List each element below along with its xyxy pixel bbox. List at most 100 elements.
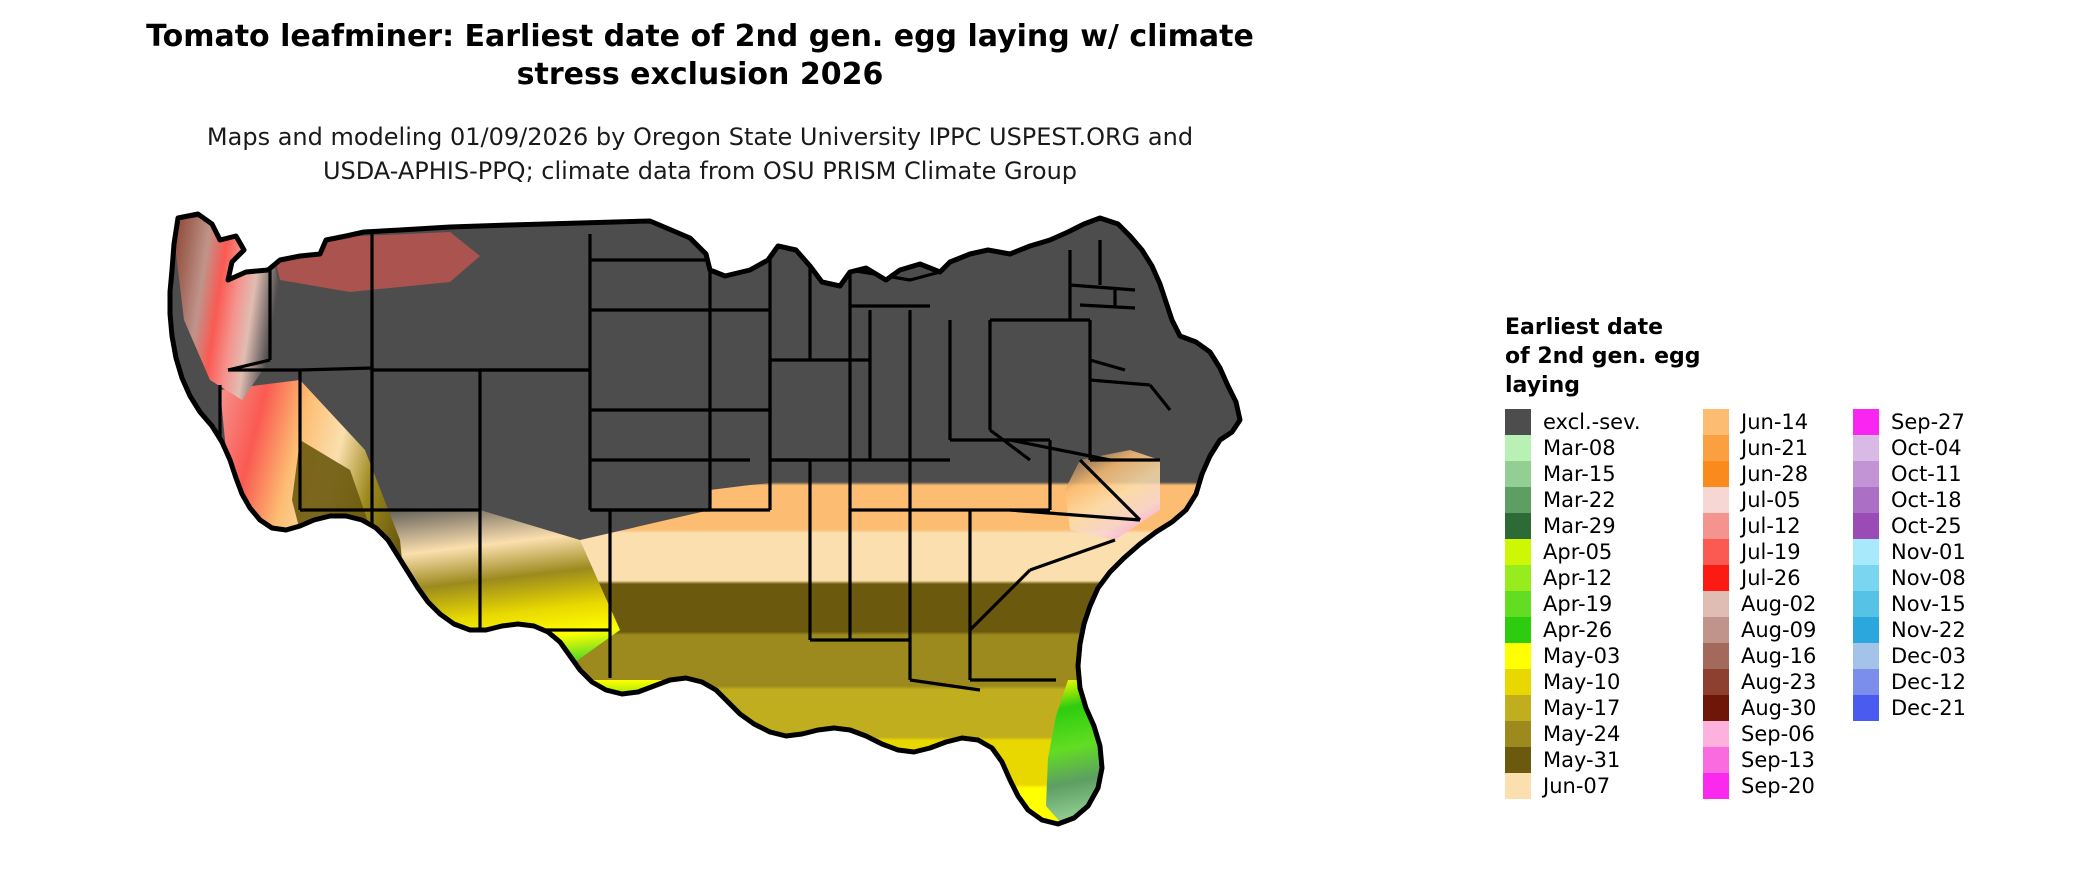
map-legend: Earliest date of 2nd gen. egg laying exc…: [1505, 313, 2075, 799]
legend-swatch-icon: [1853, 591, 1879, 617]
legend-item-label: Mar-29: [1543, 514, 1616, 538]
legend-swatch-icon: [1505, 773, 1531, 799]
legend-swatch-icon: [1703, 747, 1729, 773]
legend-swatch-icon: [1703, 695, 1729, 721]
legend-item[interactable]: May-31: [1505, 747, 1703, 773]
legend-item-label: Dec-03: [1891, 644, 1966, 668]
legend-item-label: Sep-27: [1891, 410, 1965, 434]
legend-item-label: Jun-21: [1741, 436, 1809, 460]
legend-item[interactable]: Mar-22: [1505, 487, 1703, 513]
legend-swatch-icon: [1505, 695, 1531, 721]
legend-item-label: Sep-06: [1741, 722, 1815, 746]
legend-item-label: Apr-19: [1543, 592, 1613, 616]
legend-item-label: May-31: [1543, 748, 1621, 772]
legend-item[interactable]: Nov-22: [1853, 617, 2003, 643]
legend-item[interactable]: May-03: [1505, 643, 1703, 669]
legend-item[interactable]: Mar-15: [1505, 461, 1703, 487]
legend-item[interactable]: Dec-21: [1853, 695, 2003, 721]
legend-title: Earliest date of 2nd gen. egg laying: [1505, 313, 1720, 400]
legend-item[interactable]: Apr-12: [1505, 565, 1703, 591]
legend-item[interactable]: Sep-13: [1703, 747, 1853, 773]
legend-item[interactable]: Apr-05: [1505, 539, 1703, 565]
legend-item-label: Dec-12: [1891, 670, 1966, 694]
legend-item[interactable]: Jun-14: [1703, 409, 1853, 435]
legend-item[interactable]: Jul-26: [1703, 565, 1853, 591]
legend-item-label: Jul-12: [1741, 514, 1801, 538]
legend-item-label: May-03: [1543, 644, 1621, 668]
legend-item-label: Mar-15: [1543, 462, 1616, 486]
legend-item-label: Nov-08: [1891, 566, 1966, 590]
legend-item[interactable]: Nov-08: [1853, 565, 2003, 591]
legend-item[interactable]: Aug-23: [1703, 669, 1853, 695]
legend-item-label: Oct-11: [1891, 462, 1962, 486]
legend-swatch-icon: [1703, 669, 1729, 695]
legend-swatch-icon: [1703, 721, 1729, 747]
legend-item[interactable]: Oct-04: [1853, 435, 2003, 461]
legend-swatch-icon: [1853, 409, 1879, 435]
legend-item-label: Apr-05: [1543, 540, 1613, 564]
legend-item[interactable]: Apr-26: [1505, 617, 1703, 643]
legend-item[interactable]: Jul-05: [1703, 487, 1853, 513]
legend-item-label: Sep-13: [1741, 748, 1815, 772]
legend-item-label: Jun-14: [1741, 410, 1809, 434]
legend-swatch-icon: [1505, 539, 1531, 565]
legend-item[interactable]: Oct-11: [1853, 461, 2003, 487]
legend-swatch-icon: [1853, 539, 1879, 565]
legend-swatch-icon: [1505, 669, 1531, 695]
legend-item-label: Aug-30: [1741, 696, 1817, 720]
legend-item[interactable]: excl.-sev.: [1505, 409, 1703, 435]
legend-swatch-icon: [1505, 435, 1531, 461]
legend-title-line-3: laying: [1505, 373, 1581, 398]
legend-swatch-icon: [1853, 643, 1879, 669]
title-line-2: stress exclusion 2026: [516, 57, 884, 92]
legend-item[interactable]: Apr-19: [1505, 591, 1703, 617]
map-excluded-northeast: [1010, 214, 1240, 460]
legend-item-label: Jun-28: [1741, 462, 1809, 486]
legend-item[interactable]: May-10: [1505, 669, 1703, 695]
legend-item[interactable]: Dec-03: [1853, 643, 2003, 669]
legend-swatch-icon: [1505, 409, 1531, 435]
legend-item[interactable]: Mar-29: [1505, 513, 1703, 539]
legend-item-label: Mar-22: [1543, 488, 1616, 512]
legend-swatch-icon: [1703, 513, 1729, 539]
legend-item[interactable]: Aug-30: [1703, 695, 1853, 721]
legend-item[interactable]: May-17: [1505, 695, 1703, 721]
legend-item[interactable]: Dec-12: [1853, 669, 2003, 695]
legend-item-label: Aug-09: [1741, 618, 1817, 642]
legend-item-label: May-10: [1543, 670, 1621, 694]
legend-item[interactable]: Aug-02: [1703, 591, 1853, 617]
legend-item[interactable]: Nov-01: [1853, 539, 2003, 565]
map-svg: [167, 211, 1243, 827]
legend-item[interactable]: Jun-28: [1703, 461, 1853, 487]
legend-swatch-icon: [1505, 721, 1531, 747]
legend-swatch-icon: [1853, 617, 1879, 643]
legend-item[interactable]: Jul-12: [1703, 513, 1853, 539]
legend-item[interactable]: Mar-08: [1505, 435, 1703, 461]
legend-swatch-icon: [1853, 695, 1879, 721]
legend-item[interactable]: Sep-20: [1703, 773, 1853, 799]
legend-swatch-icon: [1853, 513, 1879, 539]
legend-title-line-1: Earliest date: [1505, 315, 1664, 340]
legend-swatch-icon: [1703, 643, 1729, 669]
legend-item[interactable]: Jun-07: [1505, 773, 1703, 799]
legend-item[interactable]: Sep-27: [1853, 409, 2003, 435]
us-choropleth-map: [150, 210, 1490, 890]
legend-item[interactable]: Oct-25: [1853, 513, 2003, 539]
legend-item[interactable]: Aug-16: [1703, 643, 1853, 669]
legend-item-label: Jul-19: [1741, 540, 1801, 564]
legend-swatch-icon: [1703, 617, 1729, 643]
legend-swatch-icon: [1703, 539, 1729, 565]
legend-item-label: Aug-16: [1741, 644, 1817, 668]
legend-item[interactable]: May-24: [1505, 721, 1703, 747]
legend-swatch-icon: [1853, 487, 1879, 513]
legend-swatch-icon: [1505, 747, 1531, 773]
legend-item[interactable]: Oct-18: [1853, 487, 2003, 513]
legend-swatch-icon: [1853, 461, 1879, 487]
legend-item[interactable]: Nov-15: [1853, 591, 2003, 617]
legend-item[interactable]: Sep-06: [1703, 721, 1853, 747]
legend-item[interactable]: Aug-09: [1703, 617, 1853, 643]
legend-swatch-icon: [1853, 435, 1879, 461]
legend-swatch-icon: [1703, 461, 1729, 487]
legend-item[interactable]: Jul-19: [1703, 539, 1853, 565]
legend-item[interactable]: Jun-21: [1703, 435, 1853, 461]
